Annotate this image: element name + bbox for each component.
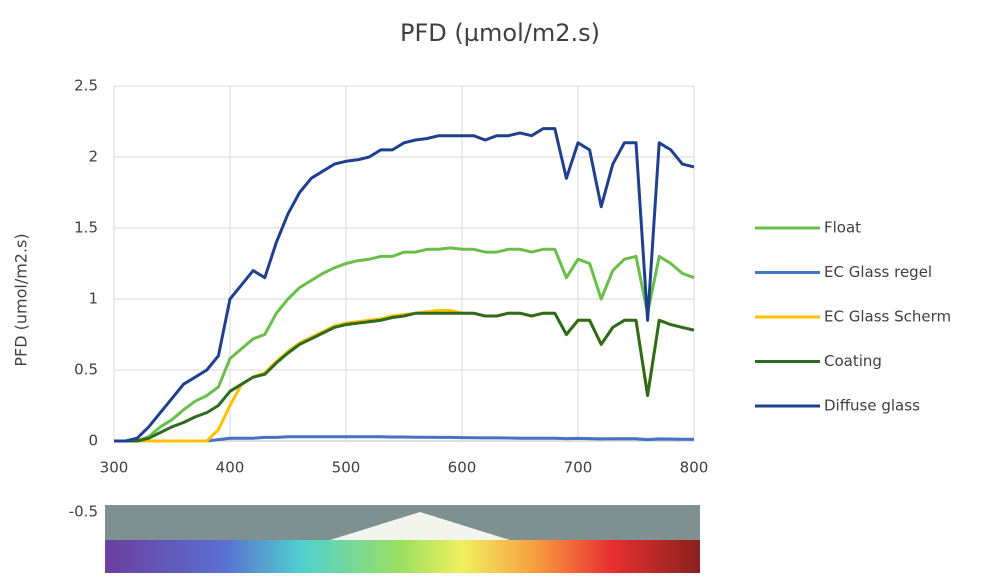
x-tick-label: 700 [564, 459, 593, 477]
legend-label: Coating [824, 352, 882, 370]
legend-label: Diffuse glass [824, 397, 920, 415]
y-tick-label: 2.5 [74, 77, 98, 95]
x-tick-label: 400 [216, 459, 245, 477]
series-line [114, 127, 695, 443]
legend-label: Float [824, 219, 861, 237]
legend-label: EC Glass regel [824, 263, 932, 281]
y-tick-label: 0 [88, 432, 98, 450]
x-tick-label: 800 [680, 459, 709, 477]
y-tick-label: 0.5 [74, 361, 98, 379]
x-tick-label: 300 [100, 459, 129, 477]
series-line [114, 435, 695, 443]
y-axis-label: PFD (umol/m2.s) [12, 233, 31, 366]
series-line [114, 311, 695, 443]
series-line [114, 246, 695, 443]
legend-label: EC Glass Scherm [824, 308, 951, 326]
spectrum-highlight [330, 512, 510, 540]
y-tick-label: 1.5 [74, 219, 98, 237]
spectrum-bar [105, 540, 700, 573]
chart-title: PFD (µmol/m2.s) [400, 19, 600, 47]
series-line [114, 308, 695, 443]
y-tick-label: -0.5 [69, 503, 98, 521]
x-tick-label: 500 [332, 459, 361, 477]
x-tick-label: 600 [448, 459, 477, 477]
y-tick-label: 2 [88, 148, 98, 166]
y-tick-label: 1 [88, 290, 98, 308]
